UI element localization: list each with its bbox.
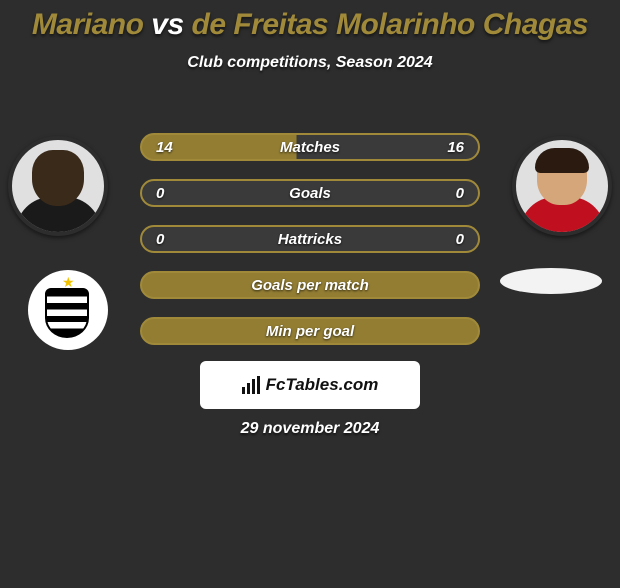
- page-title: Mariano vs de Freitas Molarinho Chagas: [0, 8, 620, 42]
- player-b-name: de Freitas Molarinho Chagas: [192, 8, 589, 41]
- brand-text: FcTables.com: [266, 375, 379, 395]
- stat-right-value: 0: [456, 231, 464, 248]
- stat-bar: 0 Hattricks 0: [140, 225, 480, 253]
- stat-label: Matches: [280, 139, 340, 156]
- bar-chart-icon: [242, 376, 260, 394]
- stat-bar: 14 Matches 16: [140, 133, 480, 161]
- stat-label: Goals per match: [251, 277, 369, 294]
- stat-label: Min per goal: [266, 323, 354, 340]
- stats-container: 14 Matches 16 0 Goals 0 0 Hattricks 0 Goals per m…: [140, 133, 480, 363]
- subtitle: Club competitions, Season 2024: [0, 54, 620, 72]
- stat-bar: Min per goal: [140, 317, 480, 345]
- stat-label: Hattricks: [278, 231, 342, 248]
- stat-label: Goals: [289, 185, 331, 202]
- stat-left-value: 14: [156, 139, 173, 156]
- player-a-club-badge: ★: [28, 270, 108, 350]
- stat-left-value: 0: [156, 185, 164, 202]
- player-b-avatar: [512, 136, 612, 236]
- player-a-name: Mariano: [32, 8, 144, 41]
- shield-icon: [45, 288, 89, 338]
- player-b-club-badge: [500, 268, 602, 294]
- brand-box: FcTables.com: [200, 361, 420, 409]
- vs-label: vs: [151, 8, 183, 41]
- stat-bar: 0 Goals 0: [140, 179, 480, 207]
- stat-bar: Goals per match: [140, 271, 480, 299]
- stat-left-value: 0: [156, 231, 164, 248]
- player-a-avatar: [8, 136, 108, 236]
- date-label: 29 november 2024: [0, 420, 620, 438]
- stat-right-value: 16: [447, 139, 464, 156]
- stat-right-value: 0: [456, 185, 464, 202]
